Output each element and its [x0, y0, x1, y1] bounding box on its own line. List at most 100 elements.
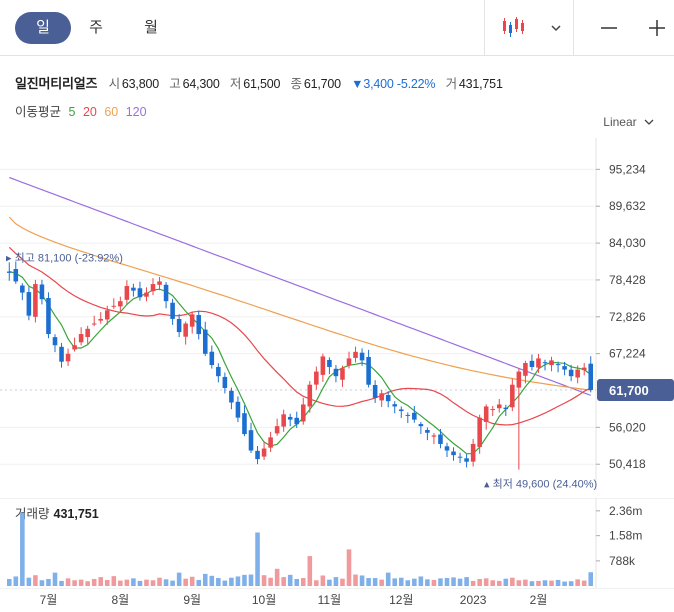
volume-bar	[392, 578, 398, 586]
volume-bar	[287, 574, 293, 586]
candle	[464, 454, 469, 468]
candle-body	[536, 358, 541, 368]
time-tick-label: 9월	[183, 593, 201, 607]
price-tick-label: 84,030	[609, 236, 646, 250]
ma-120[interactable]: 120	[125, 105, 147, 119]
candle-body	[549, 360, 554, 366]
candle	[124, 280, 130, 304]
candle	[555, 361, 561, 373]
candle	[405, 412, 411, 424]
volume-bar	[131, 578, 136, 586]
candle-body	[33, 284, 38, 317]
volume-bar	[412, 578, 417, 586]
candle-body	[235, 401, 241, 418]
candle-body	[281, 414, 286, 427]
volume-bar	[242, 574, 247, 586]
candle	[385, 391, 391, 408]
candle-body	[333, 368, 339, 377]
minus-icon[interactable]	[593, 12, 625, 44]
candle-body	[529, 360, 535, 367]
candle-body	[85, 328, 90, 338]
candle-body	[150, 284, 156, 292]
tab-daily[interactable]: 일	[15, 12, 71, 44]
candle	[549, 356, 554, 372]
candle	[333, 365, 339, 383]
candle	[529, 354, 535, 371]
volume-bar	[327, 579, 332, 586]
candle	[444, 442, 450, 457]
tab-weekly[interactable]: 주	[89, 19, 103, 36]
ma-5[interactable]: 5	[68, 105, 76, 119]
candle	[418, 421, 424, 434]
price-tick-label: 95,234	[609, 162, 646, 176]
chevron-down-icon	[644, 119, 654, 125]
candle	[562, 361, 567, 376]
ma5-line	[9, 270, 592, 455]
candle	[451, 447, 456, 461]
candle-body	[575, 369, 580, 378]
candle	[510, 378, 515, 412]
candle-body	[39, 284, 45, 300]
candle-body	[581, 367, 587, 371]
volume-bar	[431, 579, 437, 586]
candle-body	[52, 337, 58, 346]
ma-20[interactable]: 20	[82, 105, 97, 119]
scale-mode-dropdown[interactable]: Linear	[603, 115, 654, 129]
candle	[366, 349, 371, 388]
volume-bar	[98, 577, 104, 586]
candle-body	[438, 434, 443, 444]
candle-body	[510, 384, 515, 408]
volume-bar	[372, 578, 378, 586]
candle-body	[503, 407, 509, 410]
candle	[98, 312, 104, 324]
candle	[438, 428, 443, 449]
volume-tick-label: 788k	[609, 554, 636, 568]
candle	[425, 427, 430, 441]
volume-bar	[78, 579, 84, 586]
candle	[496, 398, 502, 413]
candle-body	[346, 358, 352, 366]
volume-bar	[46, 578, 51, 586]
candlestick-icon[interactable]	[497, 12, 529, 44]
chevron-down-icon[interactable]	[540, 12, 572, 44]
candle-body	[183, 323, 188, 337]
candle	[516, 368, 522, 470]
candle-body	[255, 450, 260, 460]
candle	[52, 334, 58, 353]
close-label: 종	[290, 77, 303, 91]
volume-bar	[281, 577, 286, 586]
candle	[104, 305, 110, 325]
volume-value: 431,751	[458, 77, 503, 91]
candle-body	[268, 437, 273, 448]
volume-bar	[366, 578, 371, 586]
candle	[340, 365, 345, 387]
scale-mode-label: Linear	[603, 115, 637, 129]
candle-body	[6, 271, 12, 273]
high-label: 고	[169, 77, 181, 91]
volume-bar	[144, 579, 149, 586]
candle	[248, 422, 254, 453]
volume-bar	[314, 580, 319, 586]
volume-chart[interactable]: 2.36m 1.58m 788k	[0, 498, 674, 588]
high-value: 64,300	[182, 77, 220, 91]
plus-icon[interactable]	[641, 12, 673, 44]
candle	[542, 359, 548, 371]
candle-body	[13, 268, 19, 282]
candle-body	[65, 353, 71, 362]
candle-body	[176, 318, 182, 333]
volume-bar	[85, 581, 90, 586]
candle	[372, 380, 378, 403]
candle-body	[111, 305, 117, 307]
tab-monthly[interactable]: 월	[144, 19, 158, 36]
ma-60[interactable]: 60	[104, 105, 119, 119]
price-chart[interactable]: 95,234 89,632 84,030 78,428 72,826 67,224 56,0…	[0, 138, 674, 490]
volume-bar	[549, 580, 554, 586]
volume-bar	[398, 577, 404, 586]
volume-bar	[59, 580, 64, 586]
candle	[20, 283, 25, 301]
price-tick-label: 78,428	[609, 273, 646, 287]
volume-bar	[542, 580, 548, 586]
low-annotation: ▴ 최저 49,600 (24.40%)	[484, 478, 597, 490]
volume-bar	[189, 576, 195, 586]
volume-bar	[307, 556, 313, 586]
